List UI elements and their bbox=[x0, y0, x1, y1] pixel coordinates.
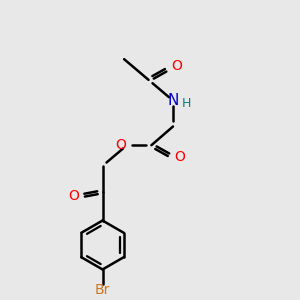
Text: H: H bbox=[181, 97, 190, 110]
Text: O: O bbox=[68, 189, 79, 203]
Text: N: N bbox=[167, 93, 179, 108]
Text: O: O bbox=[174, 150, 185, 164]
Text: O: O bbox=[115, 138, 126, 152]
Text: Br: Br bbox=[95, 283, 110, 297]
Text: O: O bbox=[171, 59, 182, 74]
